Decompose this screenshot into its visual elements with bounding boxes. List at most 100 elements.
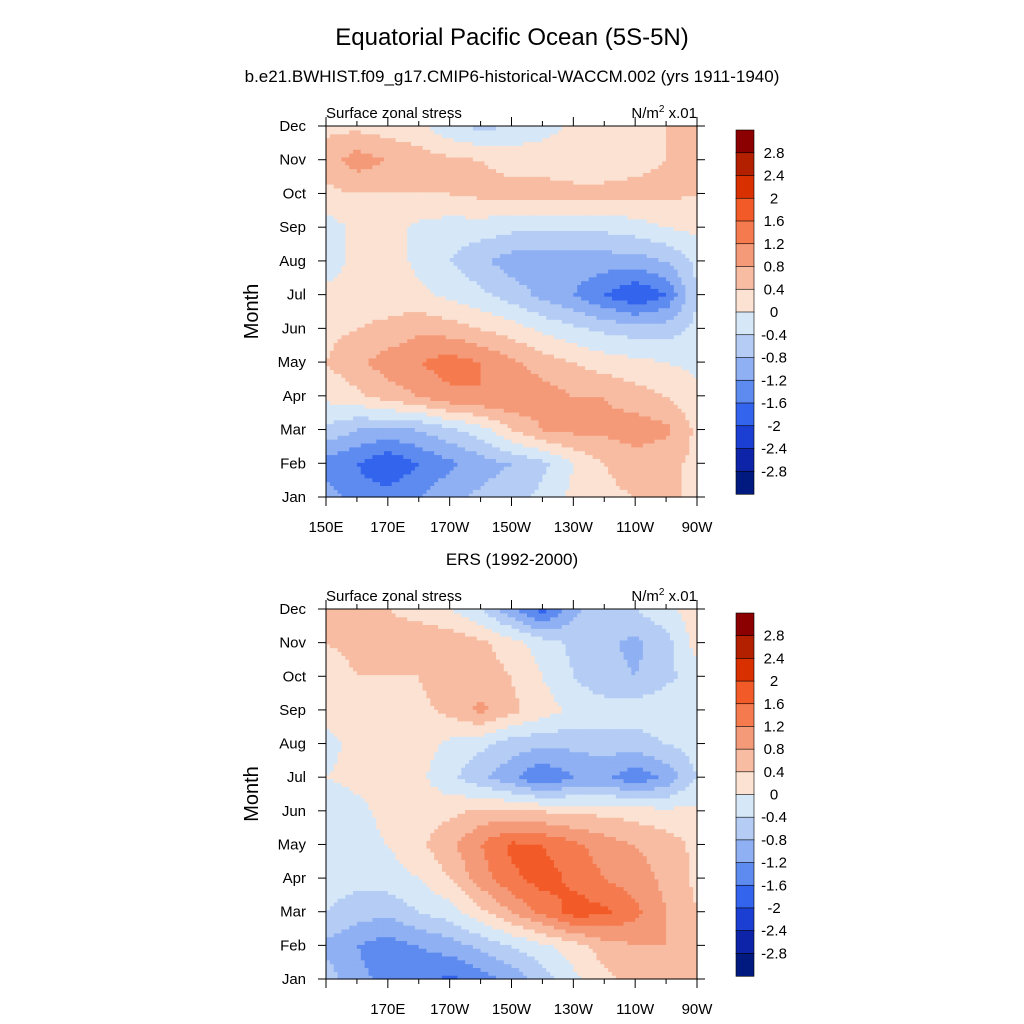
contour-cell <box>642 427 648 432</box>
contour-cell <box>345 408 350 413</box>
contour-cell <box>646 415 652 421</box>
contour-cell <box>639 361 644 367</box>
contour-cell <box>639 334 644 340</box>
contour-cell <box>468 446 474 452</box>
contour-cell <box>465 311 470 316</box>
contour-cell <box>546 423 551 429</box>
contour-cell <box>569 307 574 313</box>
contour-cell <box>588 411 594 417</box>
contour-cell <box>550 365 555 371</box>
contour-cell <box>360 388 366 394</box>
contour-cell <box>353 330 358 336</box>
contour-cell <box>581 338 586 344</box>
contour-cell <box>635 493 640 498</box>
contour-cell <box>480 473 486 479</box>
contour-cell <box>642 373 648 378</box>
contour-cell <box>449 439 455 444</box>
contour-cell <box>584 469 590 475</box>
contour-cell <box>329 357 335 363</box>
contour-cell <box>577 489 582 494</box>
contour-cell <box>693 411 698 417</box>
contour-cell <box>523 442 528 448</box>
contour-cell <box>434 435 439 440</box>
contour-cell <box>534 388 540 394</box>
contour-cell <box>604 454 609 459</box>
contour-cell <box>619 330 625 336</box>
contour-cell <box>368 408 373 413</box>
contour-cell <box>573 415 578 421</box>
contour-cell <box>604 338 609 344</box>
contour-cell <box>526 311 532 316</box>
contour-cell <box>608 411 613 417</box>
contour-cell <box>480 469 486 475</box>
contour-cell <box>434 326 439 332</box>
contour-cell <box>403 446 408 452</box>
contour-cell <box>581 431 586 436</box>
contour-cell <box>376 404 381 409</box>
contour-cell <box>658 361 663 367</box>
contour-cell <box>499 354 505 359</box>
contour-cell <box>573 330 578 336</box>
contour-cell <box>523 330 528 336</box>
contour-cell <box>623 446 629 452</box>
contour-cell <box>673 469 679 475</box>
contour-cell <box>619 381 625 386</box>
contour-cell <box>368 377 373 382</box>
contour-cell <box>329 334 335 340</box>
contour-cell <box>666 450 671 456</box>
contour-cell <box>596 431 601 436</box>
contour-cell <box>468 361 474 367</box>
contour-cell <box>333 299 339 305</box>
contour-cell <box>642 481 648 486</box>
contour-cell <box>588 473 594 479</box>
contour-cell <box>465 400 470 405</box>
contour-cell <box>542 357 547 363</box>
contour-cell <box>380 493 385 498</box>
contour-cell <box>639 415 644 421</box>
contour-cell <box>360 458 366 463</box>
contour-cell <box>472 296 478 301</box>
contour-cell <box>523 481 528 486</box>
contour-cell <box>627 466 632 471</box>
contour-cell <box>677 439 683 444</box>
contour-cell <box>349 446 354 452</box>
contour-cell <box>526 319 532 324</box>
contour-cell <box>600 342 605 347</box>
contour-cell <box>584 303 590 309</box>
contour-cell <box>596 442 601 448</box>
contour-cell <box>538 442 544 448</box>
contour-cell <box>391 442 397 448</box>
contour-cell <box>534 431 540 436</box>
contour-cell <box>449 435 455 440</box>
contour-cell <box>639 419 644 425</box>
contour-cell <box>430 442 435 448</box>
contour-cell <box>399 303 404 309</box>
contour-cell <box>677 477 683 483</box>
contour-cell <box>519 462 524 467</box>
contour-cell <box>411 458 416 463</box>
contour-cell <box>341 338 346 344</box>
contour-cell <box>623 489 629 494</box>
contour-cell <box>503 299 509 305</box>
contour-cell <box>326 315 331 320</box>
contour-cell <box>472 350 478 355</box>
contour-cell <box>515 415 520 421</box>
contour-cell <box>550 415 555 421</box>
contour-cell <box>496 400 501 405</box>
contour-cell <box>623 415 629 421</box>
contour-cell <box>472 450 478 456</box>
contour-cell <box>445 388 451 394</box>
contour-cell <box>395 439 401 444</box>
contour-cell <box>689 466 694 471</box>
contour-cell <box>326 396 331 401</box>
contour-cell <box>438 377 443 382</box>
contour-cell <box>588 365 594 371</box>
contour-cell <box>430 384 435 390</box>
contour-cell <box>592 381 598 386</box>
contour-cell <box>372 323 377 328</box>
contour-cell <box>581 435 586 440</box>
contour-cell <box>526 489 532 494</box>
contour-cell <box>445 369 451 374</box>
contour-cell <box>666 489 671 494</box>
figure-title: Equatorial Pacific Ocean (5S-5N) <box>335 24 688 51</box>
